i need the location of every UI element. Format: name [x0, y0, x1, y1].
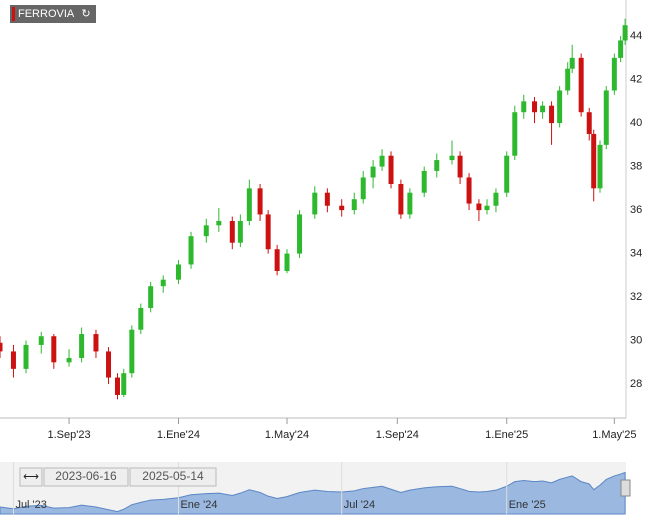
candle-body [175, 264, 181, 280]
candle-body [114, 377, 120, 395]
y-tick-label: 38 [630, 160, 642, 172]
candle-body [618, 40, 624, 58]
candle-body [38, 336, 44, 345]
candle-body [434, 160, 440, 171]
candle-body [51, 336, 57, 363]
candle-body [540, 105, 546, 113]
y-tick-label: 32 [630, 291, 642, 303]
candle-body [121, 373, 127, 395]
candle-body [138, 307, 144, 330]
candle-body [466, 177, 472, 204]
x-tick-label: 1.Sep'23 [48, 429, 91, 441]
x-tick-label: 1.Sep'24 [376, 429, 419, 441]
candle-body [339, 205, 345, 211]
candle-body [484, 205, 490, 211]
candle-body [549, 105, 555, 124]
candle-body [557, 90, 563, 124]
y-tick-label: 40 [630, 117, 642, 129]
range-icon[interactable] [19, 467, 43, 487]
candle-body [449, 155, 455, 161]
y-tick-label: 36 [630, 204, 642, 216]
candle-body [351, 199, 357, 211]
candle-body [379, 155, 385, 167]
y-tick-label: 44 [630, 30, 642, 42]
candle-body [265, 214, 271, 250]
badge-marker [12, 7, 15, 21]
navigator-tick-label: Jul '23 [15, 499, 46, 511]
candle-body [160, 279, 166, 287]
range-to[interactable] [129, 467, 217, 487]
y-tick-label: 42 [630, 74, 642, 86]
x-tick-label: 1.Ene'25 [485, 429, 528, 441]
candle-body [148, 286, 154, 308]
candle-body [129, 329, 135, 374]
candle-body [493, 192, 499, 206]
candle-body [297, 214, 303, 254]
y-tick-label: 28 [630, 378, 642, 390]
candle-body [611, 57, 617, 91]
candle-body [512, 112, 518, 156]
candle-body [388, 155, 394, 184]
candle-body [324, 192, 330, 206]
plot: 28 30 32 34 36 38 40 42 44 1.Sep'23 1.Ene'24 1.May'… [0, 18, 642, 441]
candle-body [312, 192, 318, 215]
candle-body [476, 203, 482, 211]
y-tick-label: 34 [630, 247, 642, 259]
candle-body [407, 192, 413, 215]
candle-body [565, 68, 571, 91]
candle-body [66, 357, 72, 363]
candle-body [591, 133, 597, 189]
candle-body [93, 334, 99, 352]
candle-body [79, 334, 85, 358]
range-from[interactable] [43, 467, 129, 487]
y-tick-label: 30 [630, 334, 642, 346]
range-arrow: ⟷ [23, 471, 39, 483]
candle-body [237, 220, 243, 243]
navigator-handle[interactable] [620, 479, 631, 497]
candle-body [229, 220, 235, 243]
candle-body [457, 155, 463, 178]
candle-body [504, 155, 510, 193]
refresh-icon[interactable]: ↻ [81, 8, 90, 20]
candle-body [216, 220, 222, 226]
candle-body [10, 351, 16, 369]
x-tick-label: 1.May'24 [265, 429, 309, 441]
candle-body [203, 225, 209, 237]
navigator-area [0, 471, 626, 515]
candle-body [274, 249, 280, 271]
title-badge [10, 5, 96, 23]
range-from-text: 2023-06-16 [55, 469, 117, 483]
candle-body [398, 183, 404, 215]
candle-body [246, 188, 252, 221]
candle-body [188, 236, 194, 265]
x-tick-label: 1.May'25 [592, 429, 636, 441]
candle-body [569, 57, 575, 69]
candle-body [106, 351, 112, 378]
candle-body [421, 170, 427, 193]
candle-body [521, 101, 527, 113]
candle-body [603, 90, 609, 145]
candle-body [370, 166, 376, 178]
candle-body [360, 177, 366, 200]
chart-title: FERROVIA [18, 8, 75, 20]
candle-body [0, 342, 3, 352]
navigator-tick-label: Ene '25 [509, 499, 546, 511]
candle-body [23, 344, 29, 369]
x-tick-label: 1.Ene'24 [157, 429, 200, 441]
candle-body [532, 101, 538, 113]
range-to-text: 2025-05-14 [142, 469, 204, 483]
navigator-tick-label: Jul '24 [344, 499, 375, 511]
candle-body [597, 144, 603, 189]
candle-body [586, 112, 592, 134]
navigator-tick-label: Ene '24 [180, 499, 217, 511]
candle-body [578, 57, 584, 113]
candle-body [622, 25, 628, 41]
navigator: Jul '23 Ene '24 Jul '24 Ene '25 [0, 462, 626, 515]
candle-body [257, 188, 263, 215]
candle-body [284, 253, 290, 271]
